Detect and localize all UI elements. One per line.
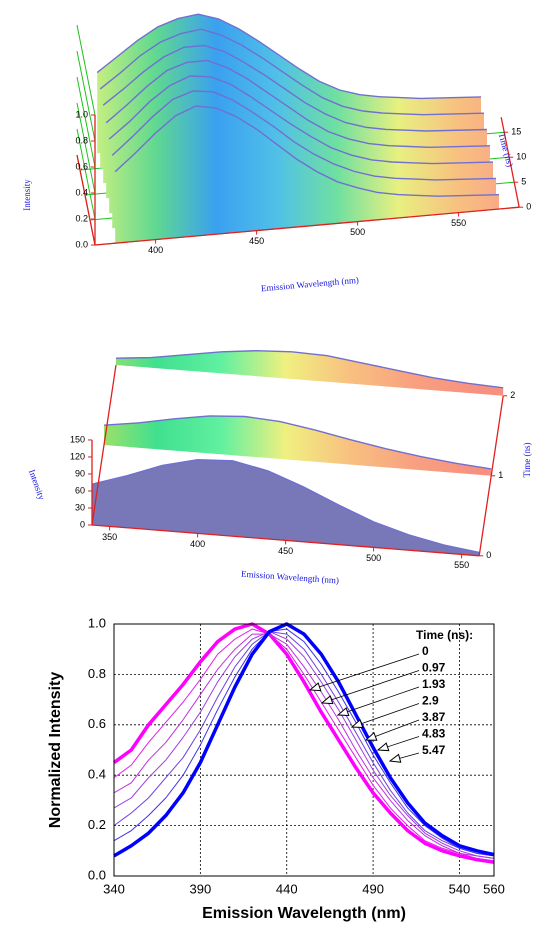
series-line <box>113 633 495 859</box>
y-tick-label: 1.0 <box>75 109 88 119</box>
z-axis-label: Time (ns) <box>522 443 532 478</box>
legend-label: 0 <box>422 644 429 658</box>
z-tick-label: 0 <box>486 550 491 560</box>
spectrum-line <box>114 105 500 197</box>
x-tick-label: 350 <box>102 532 117 542</box>
y-tick-label: 90 <box>75 468 85 478</box>
legend-label: 3.87 <box>422 710 446 724</box>
y-tick-label: 30 <box>75 502 85 512</box>
axis-line <box>91 364 117 526</box>
series-line <box>113 631 495 859</box>
z-axis-label: Time (ns) <box>497 132 516 168</box>
x-tick-label: 540 <box>449 881 471 896</box>
legend-arrow <box>352 703 420 728</box>
y-tick-label: 0 <box>80 519 85 529</box>
x-tick-label: 400 <box>148 245 163 255</box>
spectrum-line <box>91 458 480 554</box>
series-line <box>113 628 495 862</box>
legend-arrow <box>322 670 420 704</box>
series-line <box>113 628 495 857</box>
x-tick-label: 550 <box>454 560 469 570</box>
legend-label: 0.97 <box>422 661 446 675</box>
surface-slice <box>92 459 480 556</box>
y-tick-label: 0.0 <box>88 867 106 882</box>
legend-arrow <box>310 653 420 690</box>
y-tick-label: 150 <box>70 434 85 444</box>
y-axis-label: Intensity <box>27 468 47 501</box>
z-tick-label: 1 <box>498 470 503 480</box>
legend-label: 4.83 <box>422 727 446 741</box>
y-tick-label: 0.8 <box>88 666 106 681</box>
x-tick-label: 500 <box>350 227 365 237</box>
y-tick-label: 0.4 <box>75 187 88 197</box>
surface-slice <box>115 106 499 244</box>
spectrum-line <box>99 28 485 116</box>
legend-label: 2.9 <box>422 694 439 708</box>
y-tick-label: 0.2 <box>88 817 106 832</box>
surface-slice <box>116 350 504 396</box>
legend-arrow <box>366 719 420 740</box>
legend-title: Time (ns): <box>416 628 473 642</box>
grid-line <box>76 102 96 194</box>
y-tick-label: 120 <box>70 451 85 461</box>
z-tick-label: 5 <box>521 177 526 187</box>
x-tick-label: 450 <box>249 236 264 246</box>
spectrum-line <box>105 59 491 149</box>
x-axis-label: Emission Wavelength (nm) <box>261 275 360 294</box>
y-axis-label: Normalized Intensity <box>47 672 64 829</box>
x-tick-label: 490 <box>362 881 384 896</box>
y-tick-label: 0.4 <box>88 767 106 782</box>
y-tick-label: 0.0 <box>75 239 88 249</box>
plot-frame <box>113 623 495 877</box>
x-tick-label: 500 <box>366 553 381 563</box>
spectrum-line <box>115 349 504 389</box>
legend-label: 1.93 <box>422 677 446 691</box>
y-tick-label: 60 <box>75 485 85 495</box>
spectrum-line <box>102 44 488 132</box>
y-tick-label: 1.0 <box>88 615 106 630</box>
spectrum-line <box>103 415 492 470</box>
z-tick-label: 2 <box>510 390 515 400</box>
grid-line <box>76 128 96 220</box>
axis-line <box>94 206 520 246</box>
spectrum-line <box>111 90 497 181</box>
x-axis-label: Emission Wavelength (nm) <box>241 569 340 586</box>
spectrum-line <box>96 13 482 100</box>
line-chart: 0.0 0.2 0.4 0.6 0.8 1.0 340 390 440 490 540 560 Norm… <box>47 615 505 922</box>
x-tick-label: 560 <box>483 881 505 896</box>
legend-arrow <box>390 752 420 761</box>
surface-chart: 350 400 450 500 550 0 30 60 90 120 150 0 1 2 Intensity… <box>27 349 532 586</box>
y-tick-label: 0.8 <box>75 135 88 145</box>
series-line <box>112 622 495 864</box>
legend-arrow <box>378 736 420 751</box>
x-tick-label: 440 <box>276 881 298 896</box>
x-tick-label: 550 <box>451 218 466 228</box>
y-tick-label: 0.6 <box>75 161 88 171</box>
surface-slice <box>104 415 492 476</box>
x-axis-label: Emission Wavelength (nm) <box>202 905 406 922</box>
legend-arrow <box>338 686 420 715</box>
y-axis-label: Intensity <box>22 179 32 211</box>
x-tick-label: 450 <box>278 546 293 556</box>
y-tick-label: 0.2 <box>75 213 88 223</box>
grid-line <box>76 50 96 142</box>
z-tick-label: 0 <box>526 202 531 212</box>
surface-chart: 400 450 500 550 0.0 0.2 0.4 0.6 0.8 1.0 0 5 10 15 Inte… <box>22 13 531 294</box>
grid-line <box>76 76 96 168</box>
series-line <box>113 622 495 858</box>
grid-line <box>76 24 96 116</box>
legend-label: 5.47 <box>422 743 446 757</box>
spectrum-line <box>108 75 494 165</box>
x-tick-label: 340 <box>103 881 125 896</box>
z-tick-label: 10 <box>516 152 526 162</box>
z-tick-label: 15 <box>511 127 521 137</box>
y-tick-label: 0.6 <box>88 716 106 731</box>
x-tick-label: 390 <box>190 881 212 896</box>
axis-line <box>76 154 96 246</box>
x-tick-label: 400 <box>190 539 205 549</box>
series-line <box>113 631 495 857</box>
